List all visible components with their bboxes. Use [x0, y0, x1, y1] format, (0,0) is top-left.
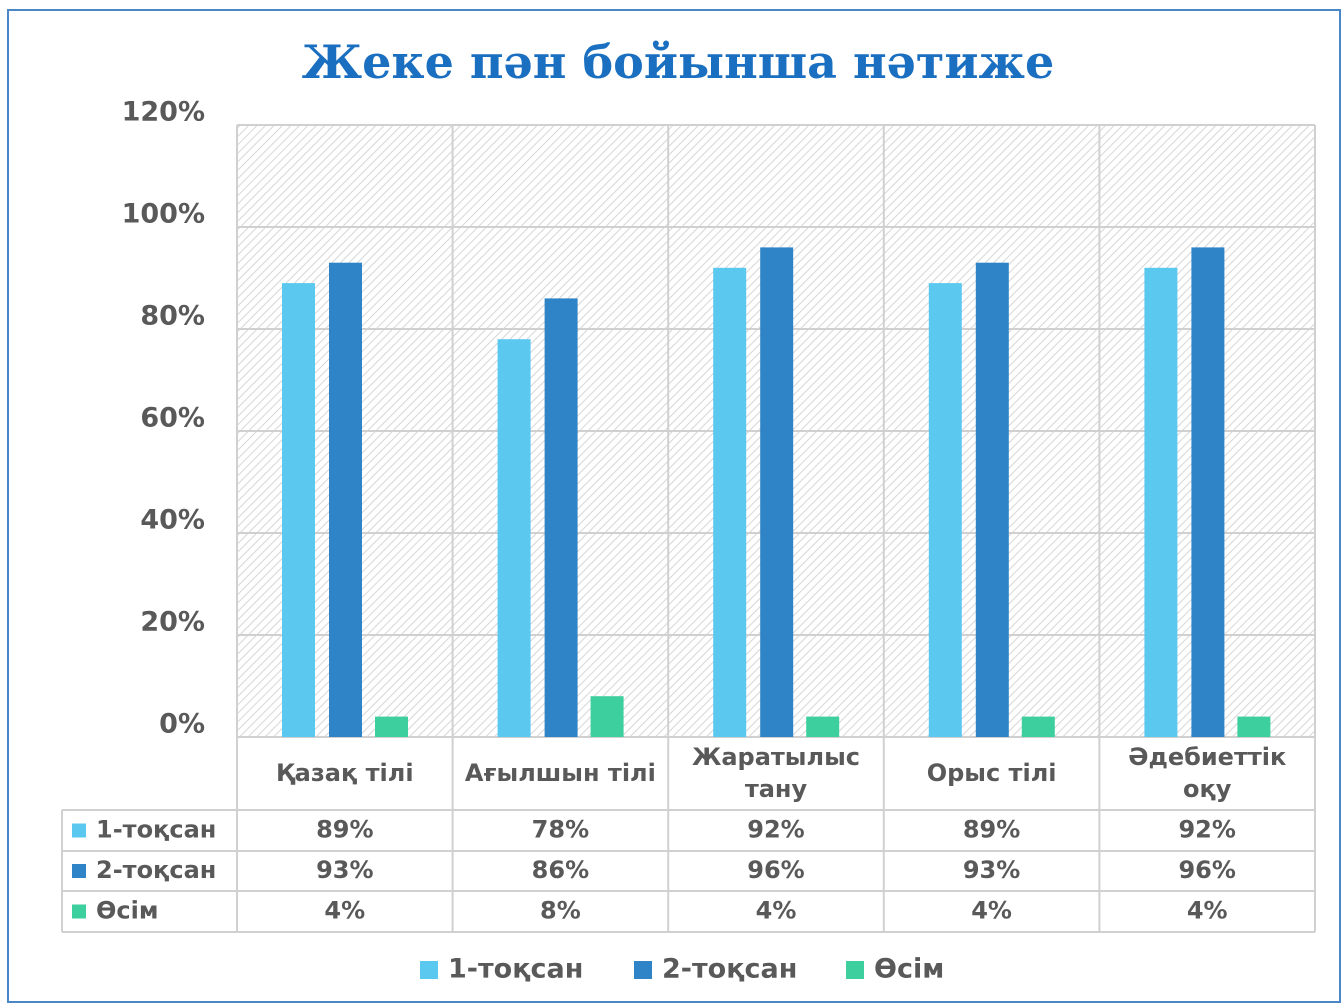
- x-tick-label-box: Орыс тілі: [926, 758, 1057, 787]
- x-tick-label: Орыс тілі: [926, 758, 1057, 787]
- legend-label: 1-тоқсан: [448, 954, 583, 985]
- table-value: 92%: [1178, 816, 1235, 844]
- table-value: 93%: [316, 856, 373, 884]
- legend-key: [846, 961, 864, 979]
- chart-title: Жеке пән бойынша нәтиже: [302, 35, 1055, 89]
- bar: [806, 716, 840, 737]
- bar: [544, 298, 578, 737]
- table-value: 93%: [963, 856, 1020, 884]
- bar: [590, 696, 624, 737]
- table-value: 4%: [971, 897, 1012, 925]
- bar: [1237, 716, 1271, 737]
- y-tick-label: 120%: [122, 97, 205, 128]
- bar: [497, 339, 531, 737]
- bar: [713, 267, 747, 737]
- table-value: 92%: [747, 816, 804, 844]
- bar: [329, 262, 362, 737]
- table-value: 96%: [1178, 856, 1235, 884]
- y-tick-label: 80%: [140, 301, 205, 332]
- table-value: 4%: [1187, 897, 1228, 925]
- bar: [928, 283, 962, 737]
- bar: [1021, 716, 1055, 737]
- y-tick-label: 100%: [122, 199, 205, 230]
- x-tick-label: Жаратылыс тану: [691, 743, 861, 803]
- bar: [1144, 267, 1178, 737]
- legend-key: [634, 961, 652, 979]
- table-value: 89%: [963, 816, 1020, 844]
- x-tick-label-box: Жаратылыс тану: [691, 743, 861, 803]
- table-value: 4%: [324, 897, 365, 925]
- x-tick-label-box: Қазақ тілі: [276, 758, 414, 787]
- y-tick-label: 60%: [140, 403, 205, 434]
- table-row-header: 1-тоқсан: [96, 816, 216, 844]
- table-row-header: 2-тоқсан: [96, 856, 216, 884]
- bar: [1191, 247, 1225, 737]
- x-tick-label: Ағылшын тілі: [464, 758, 656, 787]
- bar: [975, 262, 1009, 737]
- legend-label: Өсім: [874, 954, 944, 985]
- table-value: 4%: [756, 897, 797, 925]
- bar: [760, 247, 794, 737]
- x-tick-label-box: Әдебиеттік оқу: [1128, 743, 1287, 803]
- table-value: 8%: [540, 897, 581, 925]
- table-legend-key: [72, 904, 86, 919]
- x-tick-label: Әдебиеттік оқу: [1128, 743, 1287, 803]
- legend-label: 2-тоқсан: [662, 954, 797, 985]
- x-tick-label: Қазақ тілі: [276, 758, 414, 787]
- bar: [375, 716, 408, 737]
- table-value: 96%: [747, 856, 804, 884]
- table-row-header: Өсім: [96, 897, 158, 925]
- y-tick-label: 0%: [159, 709, 205, 740]
- table-value: 89%: [316, 816, 373, 844]
- table-legend-key: [72, 823, 86, 838]
- table-value: 78%: [532, 816, 589, 844]
- table-legend-key: [72, 864, 86, 878]
- y-tick-label: 20%: [140, 607, 205, 638]
- table-value: 86%: [532, 856, 589, 884]
- bar: [282, 283, 315, 737]
- y-tick-label: 40%: [140, 505, 205, 536]
- legend-key: [420, 961, 438, 979]
- x-tick-label-box: Ағылшын тілі: [464, 758, 656, 787]
